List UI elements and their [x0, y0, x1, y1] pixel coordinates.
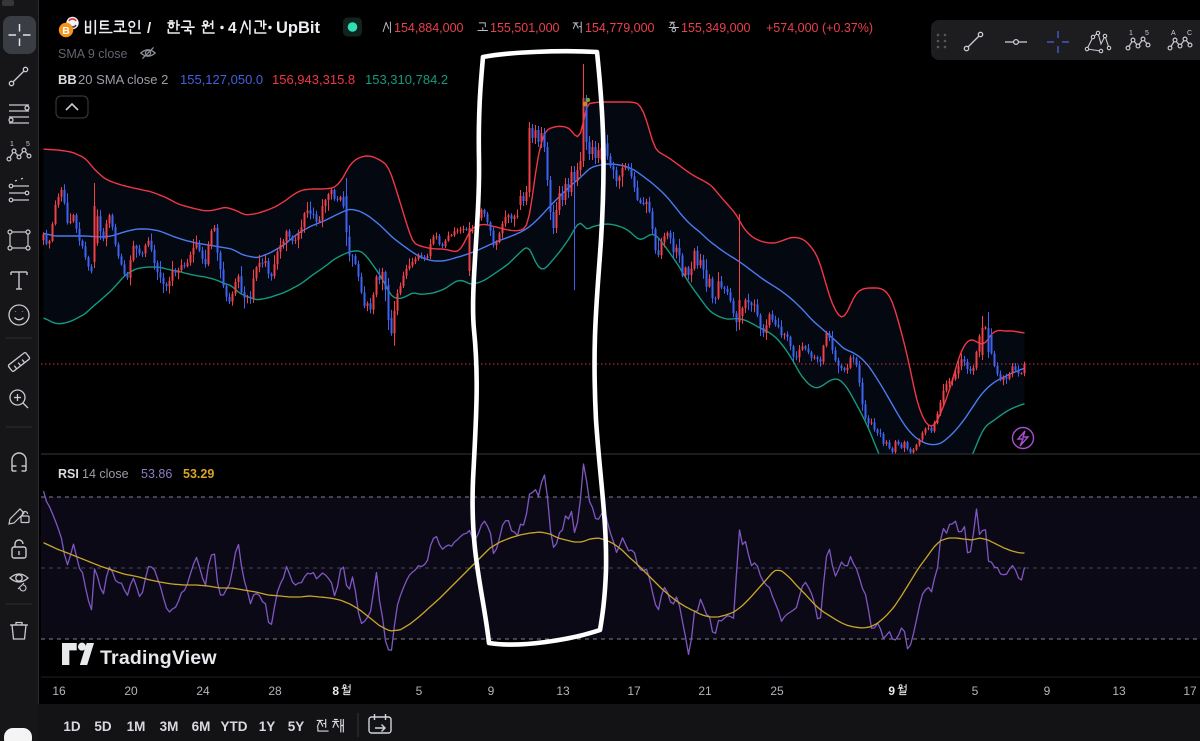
- svg-text:13: 13: [1112, 684, 1126, 698]
- svg-text:53.86: 53.86: [141, 467, 172, 481]
- svg-text:B: B: [62, 25, 70, 37]
- svg-text:153,310,784.2: 153,310,784.2: [365, 72, 448, 87]
- svg-text:155,349,000: 155,349,000: [681, 21, 751, 35]
- svg-text:5D: 5D: [94, 719, 112, 734]
- svg-text:17: 17: [1183, 684, 1197, 698]
- svg-text:3M: 3M: [160, 719, 179, 734]
- svg-text:13: 13: [556, 684, 570, 698]
- svg-text:A: A: [1171, 30, 1176, 37]
- svg-text:53.29: 53.29: [183, 467, 214, 481]
- svg-text:1: 1: [1129, 30, 1133, 37]
- svg-text:1: 1: [10, 141, 14, 148]
- svg-text:155,501,000: 155,501,000: [490, 21, 560, 35]
- svg-text:17: 17: [627, 684, 641, 698]
- svg-text:+574,000 (+0.37%): +574,000 (+0.37%): [766, 21, 873, 35]
- svg-text:5Y: 5Y: [288, 719, 305, 734]
- svg-text:4: 4: [228, 20, 237, 37]
- svg-text:8: 8: [332, 684, 339, 698]
- svg-text:TradingView: TradingView: [100, 647, 217, 669]
- svg-text:1M: 1M: [127, 719, 146, 734]
- svg-text:9: 9: [888, 684, 895, 698]
- svg-text:20 SMA close 2: 20 SMA close 2: [78, 72, 168, 87]
- svg-text:UpBit: UpBit: [276, 19, 320, 37]
- svg-text:6M: 6M: [192, 719, 211, 734]
- svg-text:5: 5: [26, 141, 30, 148]
- svg-text:21: 21: [698, 684, 712, 698]
- svg-text:BB: BB: [58, 72, 77, 87]
- svg-text:YTD: YTD: [221, 719, 248, 734]
- svg-text:154,779,000: 154,779,000: [585, 21, 655, 35]
- svg-text:154,884,000: 154,884,000: [394, 21, 464, 35]
- svg-text:28: 28: [268, 684, 282, 698]
- svg-text:1Y: 1Y: [259, 719, 276, 734]
- svg-text:155,127,050.0: 155,127,050.0: [180, 72, 263, 87]
- svg-text:SMA 9 close: SMA 9 close: [58, 47, 128, 61]
- svg-text:5: 5: [416, 684, 423, 698]
- svg-text:156,943,315.8: 156,943,315.8: [272, 72, 355, 87]
- svg-text:24: 24: [196, 684, 210, 698]
- svg-text:5: 5: [972, 684, 979, 698]
- svg-text:20: 20: [124, 684, 138, 698]
- svg-text:25: 25: [770, 684, 784, 698]
- svg-text:9: 9: [1044, 684, 1051, 698]
- svg-text:5: 5: [1145, 30, 1149, 37]
- svg-text:/: /: [147, 20, 152, 37]
- svg-text:14 close: 14 close: [82, 467, 129, 481]
- svg-text:RSI: RSI: [58, 467, 79, 481]
- svg-text:16: 16: [52, 684, 66, 698]
- svg-text:9: 9: [488, 684, 495, 698]
- svg-text:C: C: [1187, 30, 1192, 37]
- svg-text:1D: 1D: [63, 719, 81, 734]
